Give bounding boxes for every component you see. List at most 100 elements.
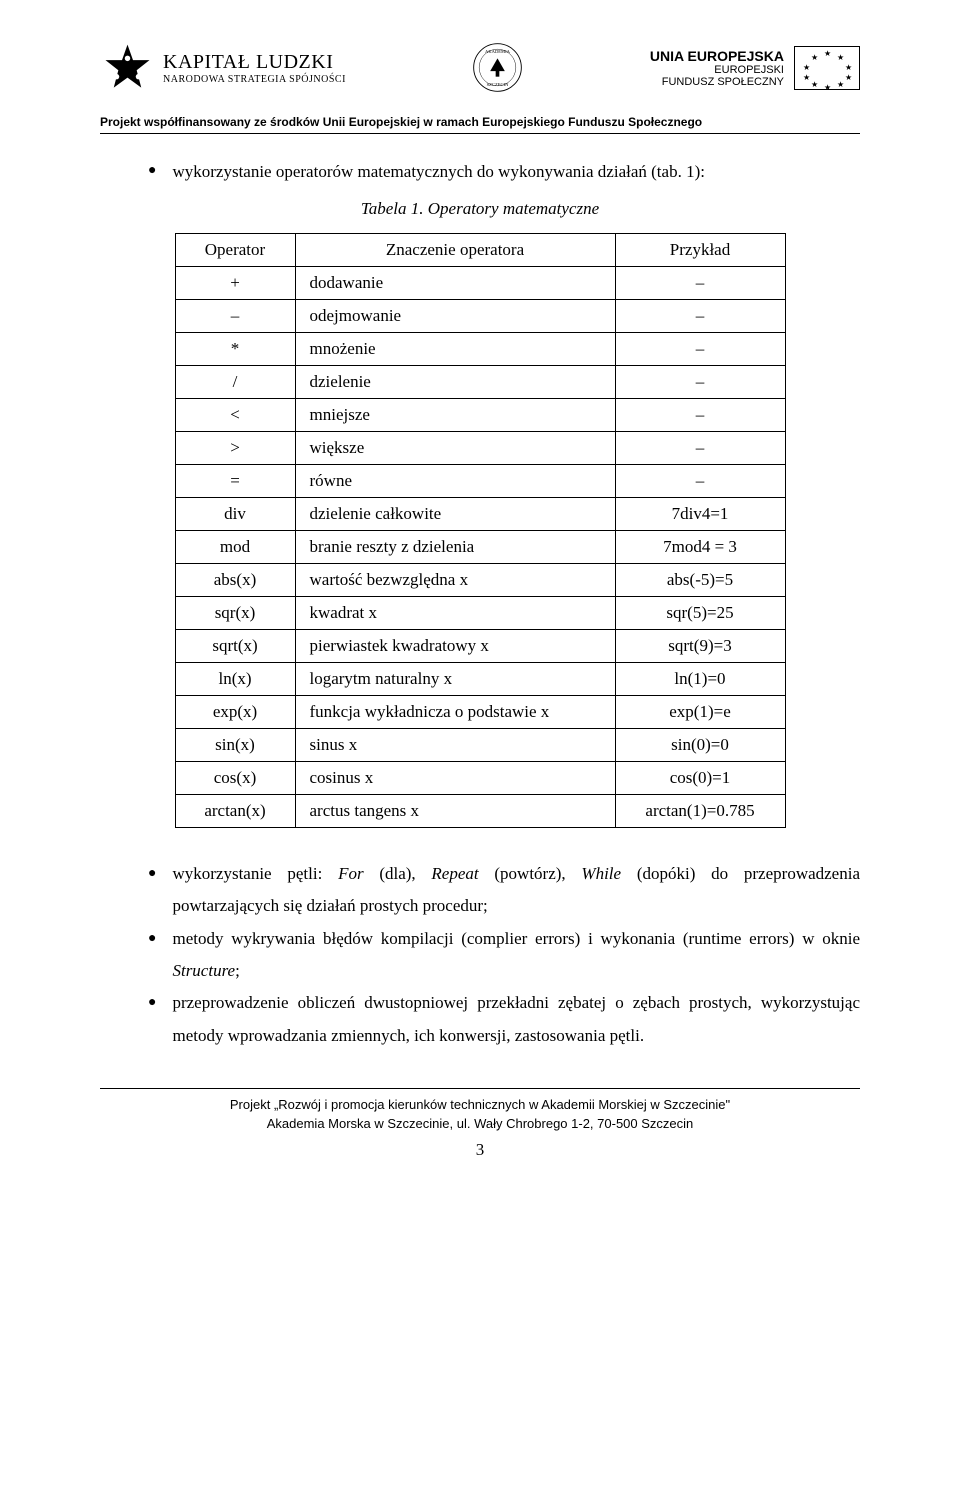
cell-example: arctan(1)=0.785 [615, 795, 785, 828]
italic-structure: Structure [172, 961, 235, 980]
cell-example: – [615, 366, 785, 399]
italic-for: For [338, 864, 364, 883]
eu-sub1: EUROPEJSKI [714, 64, 784, 76]
page-number: 3 [100, 1140, 860, 1160]
svg-text:AKADEMIA: AKADEMIA [485, 49, 511, 54]
cell-meaning: kwadrat x [295, 597, 615, 630]
cell-operator: sqr(x) [175, 597, 295, 630]
cell-example: sin(0)=0 [615, 729, 785, 762]
table-row: abs(x)wartość bezwzględna xabs(-5)=5 [175, 564, 785, 597]
bullet-text: przeprowadzenie obliczeń dwustopniowej p… [172, 987, 860, 1052]
table-row: >większe– [175, 432, 785, 465]
cell-example: – [615, 432, 785, 465]
cell-example: – [615, 399, 785, 432]
table-row: +dodawanie– [175, 267, 785, 300]
footer: Projekt „Rozwój i promocja kierunków tec… [100, 1088, 860, 1134]
cell-example: 7div4=1 [615, 498, 785, 531]
bullet-text: metody wykrywania błędów kompilacji (com… [172, 929, 860, 948]
table-row: sin(x)sinus xsin(0)=0 [175, 729, 785, 762]
cell-operator: < [175, 399, 295, 432]
cell-operator: div [175, 498, 295, 531]
table-row: divdzielenie całkowite7div4=1 [175, 498, 785, 531]
cell-meaning: dzielenie [295, 366, 615, 399]
italic-repeat: Repeat [431, 864, 478, 883]
bullet-icon: ● [148, 158, 156, 185]
cell-operator: / [175, 366, 295, 399]
table-caption: Tabela 1. Operatory matematyczne [100, 199, 860, 219]
cell-example: sqrt(9)=3 [615, 630, 785, 663]
eu-sub2: FUNDUSZ SPOŁECZNY [662, 76, 784, 88]
table-row: =równe– [175, 465, 785, 498]
table-row: sqr(x)kwadrat xsqr(5)=25 [175, 597, 785, 630]
cell-meaning: branie reszty z dzielenia [295, 531, 615, 564]
table-row: sqrt(x)pierwiastek kwadratowy xsqrt(9)=3 [175, 630, 785, 663]
cell-operator: ln(x) [175, 663, 295, 696]
cell-meaning: mniejsze [295, 399, 615, 432]
bullet-item: ● przeprowadzenie obliczeń dwustopniowej… [148, 987, 860, 1052]
cell-example: cos(0)=1 [615, 762, 785, 795]
table-row: cos(x)cosinus xcos(0)=1 [175, 762, 785, 795]
th-meaning: Znaczenie operatora [295, 234, 615, 267]
bullet-icon: ● [148, 858, 156, 923]
bullet-icon: ● [148, 923, 156, 988]
table-row: /dzielenie– [175, 366, 785, 399]
cell-meaning: cosinus x [295, 762, 615, 795]
cell-example: – [615, 333, 785, 366]
bullet-item: ● wykorzystanie pętli: For (dla), Repeat… [148, 858, 860, 923]
table-header-row: Operator Znaczenie operatora Przykład [175, 234, 785, 267]
table-row: arctan(x)arctus tangens xarctan(1)=0.785 [175, 795, 785, 828]
table-row: <mniejsze– [175, 399, 785, 432]
table-row: –odejmowanie– [175, 300, 785, 333]
eu-flag-icon: ★ ★ ★ ★ ★ ★ ★ ★ ★ ★ [794, 46, 860, 90]
table-row: modbranie reszty z dzielenia7mod4 = 3 [175, 531, 785, 564]
body-bullets: ● wykorzystanie pętli: For (dla), Repeat… [148, 858, 860, 1052]
cell-operator: mod [175, 531, 295, 564]
eu-block: UNIA EUROPEJSKA EUROPEJSKI FUNDUSZ SPOŁE… [650, 46, 860, 90]
cell-operator: arctan(x) [175, 795, 295, 828]
bullet-icon: ● [148, 987, 156, 1052]
cell-meaning: większe [295, 432, 615, 465]
cell-meaning: równe [295, 465, 615, 498]
cell-example: sqr(5)=25 [615, 597, 785, 630]
cell-meaning: dzielenie całkowite [295, 498, 615, 531]
table-row: exp(x)funkcja wykładnicza o podstawie xe… [175, 696, 785, 729]
cell-operator: exp(x) [175, 696, 295, 729]
cell-operator: > [175, 432, 295, 465]
kl-subtitle: NARODOWA STRATEGIA SPÓJNOŚCI [163, 74, 346, 85]
table-row: *mnożenie– [175, 333, 785, 366]
cell-example: – [615, 465, 785, 498]
cell-example: 7mod4 = 3 [615, 531, 785, 564]
th-operator: Operator [175, 234, 295, 267]
footer-line2: Akademia Morska w Szczecinie, ul. Wały C… [100, 1114, 860, 1134]
kl-title: KAPITAŁ LUDZKI [163, 51, 346, 74]
cell-meaning: funkcja wykładnicza o podstawie x [295, 696, 615, 729]
cell-example: – [615, 267, 785, 300]
cell-example: ln(1)=0 [615, 663, 785, 696]
cell-meaning: logarytm naturalny x [295, 663, 615, 696]
cell-meaning: odejmowanie [295, 300, 615, 333]
bullet-item: ● metody wykrywania błędów kompilacji (c… [148, 923, 860, 988]
operators-table: Operator Znaczenie operatora Przykład +d… [175, 233, 786, 828]
cell-operator: * [175, 333, 295, 366]
cell-example: – [615, 300, 785, 333]
logo-kapital-ludzki: KAPITAŁ LUDZKI NARODOWA STRATEGIA SPÓJNO… [100, 40, 346, 95]
cell-operator: sin(x) [175, 729, 295, 762]
cell-meaning: sinus x [295, 729, 615, 762]
intro-bullet: ● wykorzystanie operatorów matematycznyc… [148, 158, 860, 185]
footer-line1: Projekt „Rozwój i promocja kierunków tec… [100, 1095, 860, 1115]
intro-text: wykorzystanie operatorów matematycznych … [172, 158, 704, 185]
cell-meaning: pierwiastek kwadratowy x [295, 630, 615, 663]
header-logos: KAPITAŁ LUDZKI NARODOWA STRATEGIA SPÓJNO… [100, 40, 860, 95]
cell-operator: sqrt(x) [175, 630, 295, 663]
cell-operator: – [175, 300, 295, 333]
cell-meaning: wartość bezwzględna x [295, 564, 615, 597]
italic-while: While [581, 864, 621, 883]
cell-example: exp(1)=e [615, 696, 785, 729]
eu-title: UNIA EUROPEJSKA [650, 48, 784, 64]
cell-operator: + [175, 267, 295, 300]
cell-operator: abs(x) [175, 564, 295, 597]
cell-meaning: dodawanie [295, 267, 615, 300]
bullet-text: wykorzystanie pętli: [172, 864, 338, 883]
cell-operator: cos(x) [175, 762, 295, 795]
th-example: Przykład [615, 234, 785, 267]
